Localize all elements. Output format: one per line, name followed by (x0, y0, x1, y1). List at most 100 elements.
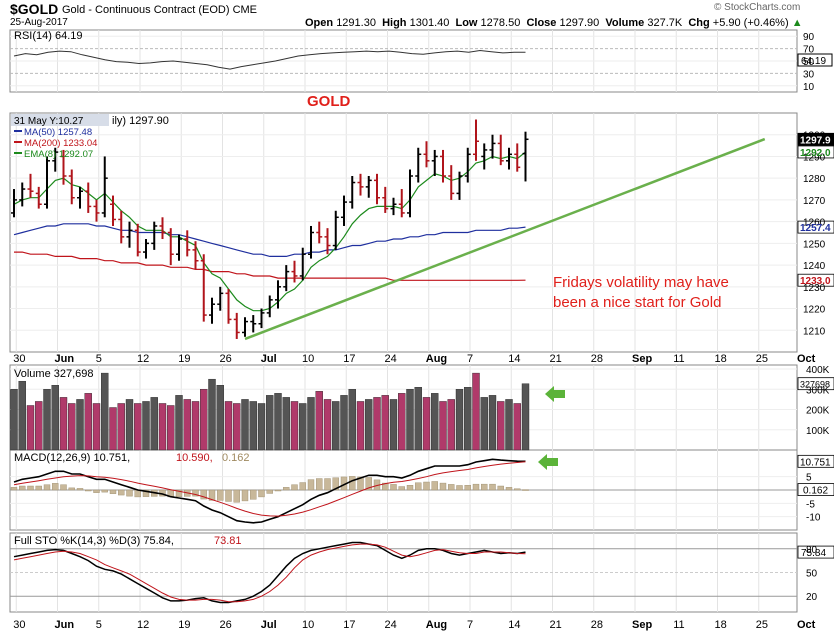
macd-histogram-bar (406, 485, 414, 491)
volume-bar (43, 389, 51, 451)
legend-swatch (14, 130, 22, 132)
x-tick-label-lower: 19 (178, 619, 190, 631)
volume-bar (365, 399, 373, 451)
ohlc-bar (126, 221, 133, 248)
volume-bar (398, 393, 406, 451)
x-tick-label-lower: 5 (96, 619, 102, 631)
exchange-text: CME (232, 4, 258, 16)
volume-bar (142, 401, 150, 451)
macd-histogram-bar (233, 489, 240, 503)
data-layer (10, 49, 834, 604)
volume-bar (373, 397, 381, 451)
x-tick-label-lower: 21 (550, 619, 562, 631)
volume-bar (101, 372, 109, 451)
ohlc-bar (27, 173, 34, 198)
ohlc-bar (101, 156, 108, 218)
open-value: 1291.30 (336, 17, 376, 29)
price-panel-frame (9, 112, 798, 353)
macd-right-label: 10.751 (800, 457, 831, 468)
chart-header: $GOLD Gold - Continuous Contract (EOD) C… (0, 0, 834, 30)
x-tick-label-lower: 12 (137, 619, 149, 631)
price-tick-label: 1280 (803, 174, 826, 185)
x-tick-label-lower: Jun (55, 619, 75, 631)
ma-legend-1: MA(200) 1233.04 (24, 138, 97, 149)
macd-histogram-bar (307, 479, 315, 491)
ohlc-bar (159, 217, 166, 240)
macd-histogram-bar (200, 489, 207, 500)
x-tick-label-upper: 17 (343, 353, 355, 365)
x-tick-label-upper: 7 (467, 353, 473, 365)
macd-tick-label: 5 (806, 473, 812, 484)
ohlc-bar (192, 241, 199, 270)
x-tick-label-upper: 19 (178, 353, 190, 365)
x-tick-label-upper: 12 (137, 353, 149, 365)
ohlc-bar (68, 169, 75, 205)
price-tick-label: 1300 (803, 131, 826, 142)
x-tick-label-lower: 14 (508, 619, 520, 631)
ohlc-bar (332, 210, 339, 250)
x-tick-label-upper: 10 (302, 353, 314, 365)
rsi-last-label: 64.19 (801, 56, 826, 67)
macd-histogram-bar (126, 489, 133, 497)
volume-bar (315, 391, 323, 451)
volume-tick-label: 200K (806, 406, 830, 417)
ohlc-summary: Open 1291.30 High 1301.40 Low 1278.50 Cl… (305, 17, 803, 29)
x-tick-label-lower: 25 (756, 619, 768, 631)
sto-right-label: 75.84 (801, 548, 826, 559)
macd-histogram-bar (35, 485, 42, 491)
macd-histogram-bar (52, 483, 59, 491)
sto-tick-label: 20 (806, 592, 818, 603)
volume-bar (241, 399, 249, 451)
ohlc-bar (308, 225, 314, 259)
volume-bar (497, 401, 505, 451)
x-tick-label-upper: Jun (55, 353, 75, 365)
volume-tick-label: 100K (806, 426, 830, 437)
macd-histogram-bar (390, 484, 397, 491)
volume-bar (175, 395, 183, 451)
volume-value: 327.7K (647, 17, 683, 29)
ticker-symbol[interactable]: $GOLD (10, 1, 59, 17)
macd-hist-label: 0.162 (803, 486, 828, 497)
price-right-label: 1297.9 (800, 135, 831, 146)
volume-bar (332, 401, 340, 451)
macd-histogram-bar (266, 489, 273, 494)
ohlc-bar (60, 149, 67, 185)
x-tick-label-lower: Jul (261, 619, 277, 631)
price-right-label: 1292.0 (800, 148, 831, 159)
support-trendline (244, 137, 766, 341)
ohlc-bar (316, 221, 323, 244)
macd-histogram-bar (316, 478, 323, 491)
ohlc-bar (456, 171, 463, 200)
price-tick-label: 1270 (803, 196, 826, 207)
macd-histogram-bar (225, 489, 232, 502)
rsi-tick-label: 70 (803, 45, 815, 56)
x-tick-label-lower: 10 (302, 619, 314, 631)
price-legend: ily) 1297.90 (112, 115, 169, 127)
ohlc-bar (415, 147, 422, 183)
ohlc-bar (349, 176, 356, 209)
macd-histogram-bar (68, 487, 75, 491)
sto-tick-label: 80 (806, 545, 818, 556)
ohlc-bar (44, 156, 50, 209)
x-tick-label-upper: 18 (715, 353, 727, 365)
macd-tick-label: -10 (806, 513, 821, 524)
ohlc-bar (85, 182, 92, 213)
text-layer: GOLD Fridays volatility may have been a … (13, 30, 831, 631)
x-tick-label-upper: Jul (261, 353, 277, 365)
volume-label: Volume (605, 17, 645, 29)
x-tick-label-lower: 28 (591, 619, 603, 631)
volume-bar (167, 405, 175, 451)
price-tick-label: 1210 (803, 326, 826, 337)
x-tick-label-lower: 17 (343, 619, 355, 631)
volume-bar (307, 397, 315, 451)
ohlc-bar (151, 221, 158, 250)
macd-histogram-bar (489, 483, 496, 491)
ohlc-bar (440, 149, 446, 183)
macd-histogram-bar (192, 489, 199, 497)
ohlc-bar (143, 239, 149, 259)
sto-right-box (797, 545, 834, 559)
macd-histogram-bar (522, 489, 529, 491)
stockcharts-brand[interactable]: © StockCharts.com (714, 2, 801, 13)
macd-tick-label: -5 (806, 499, 815, 510)
macd-histogram-bar (241, 489, 249, 502)
